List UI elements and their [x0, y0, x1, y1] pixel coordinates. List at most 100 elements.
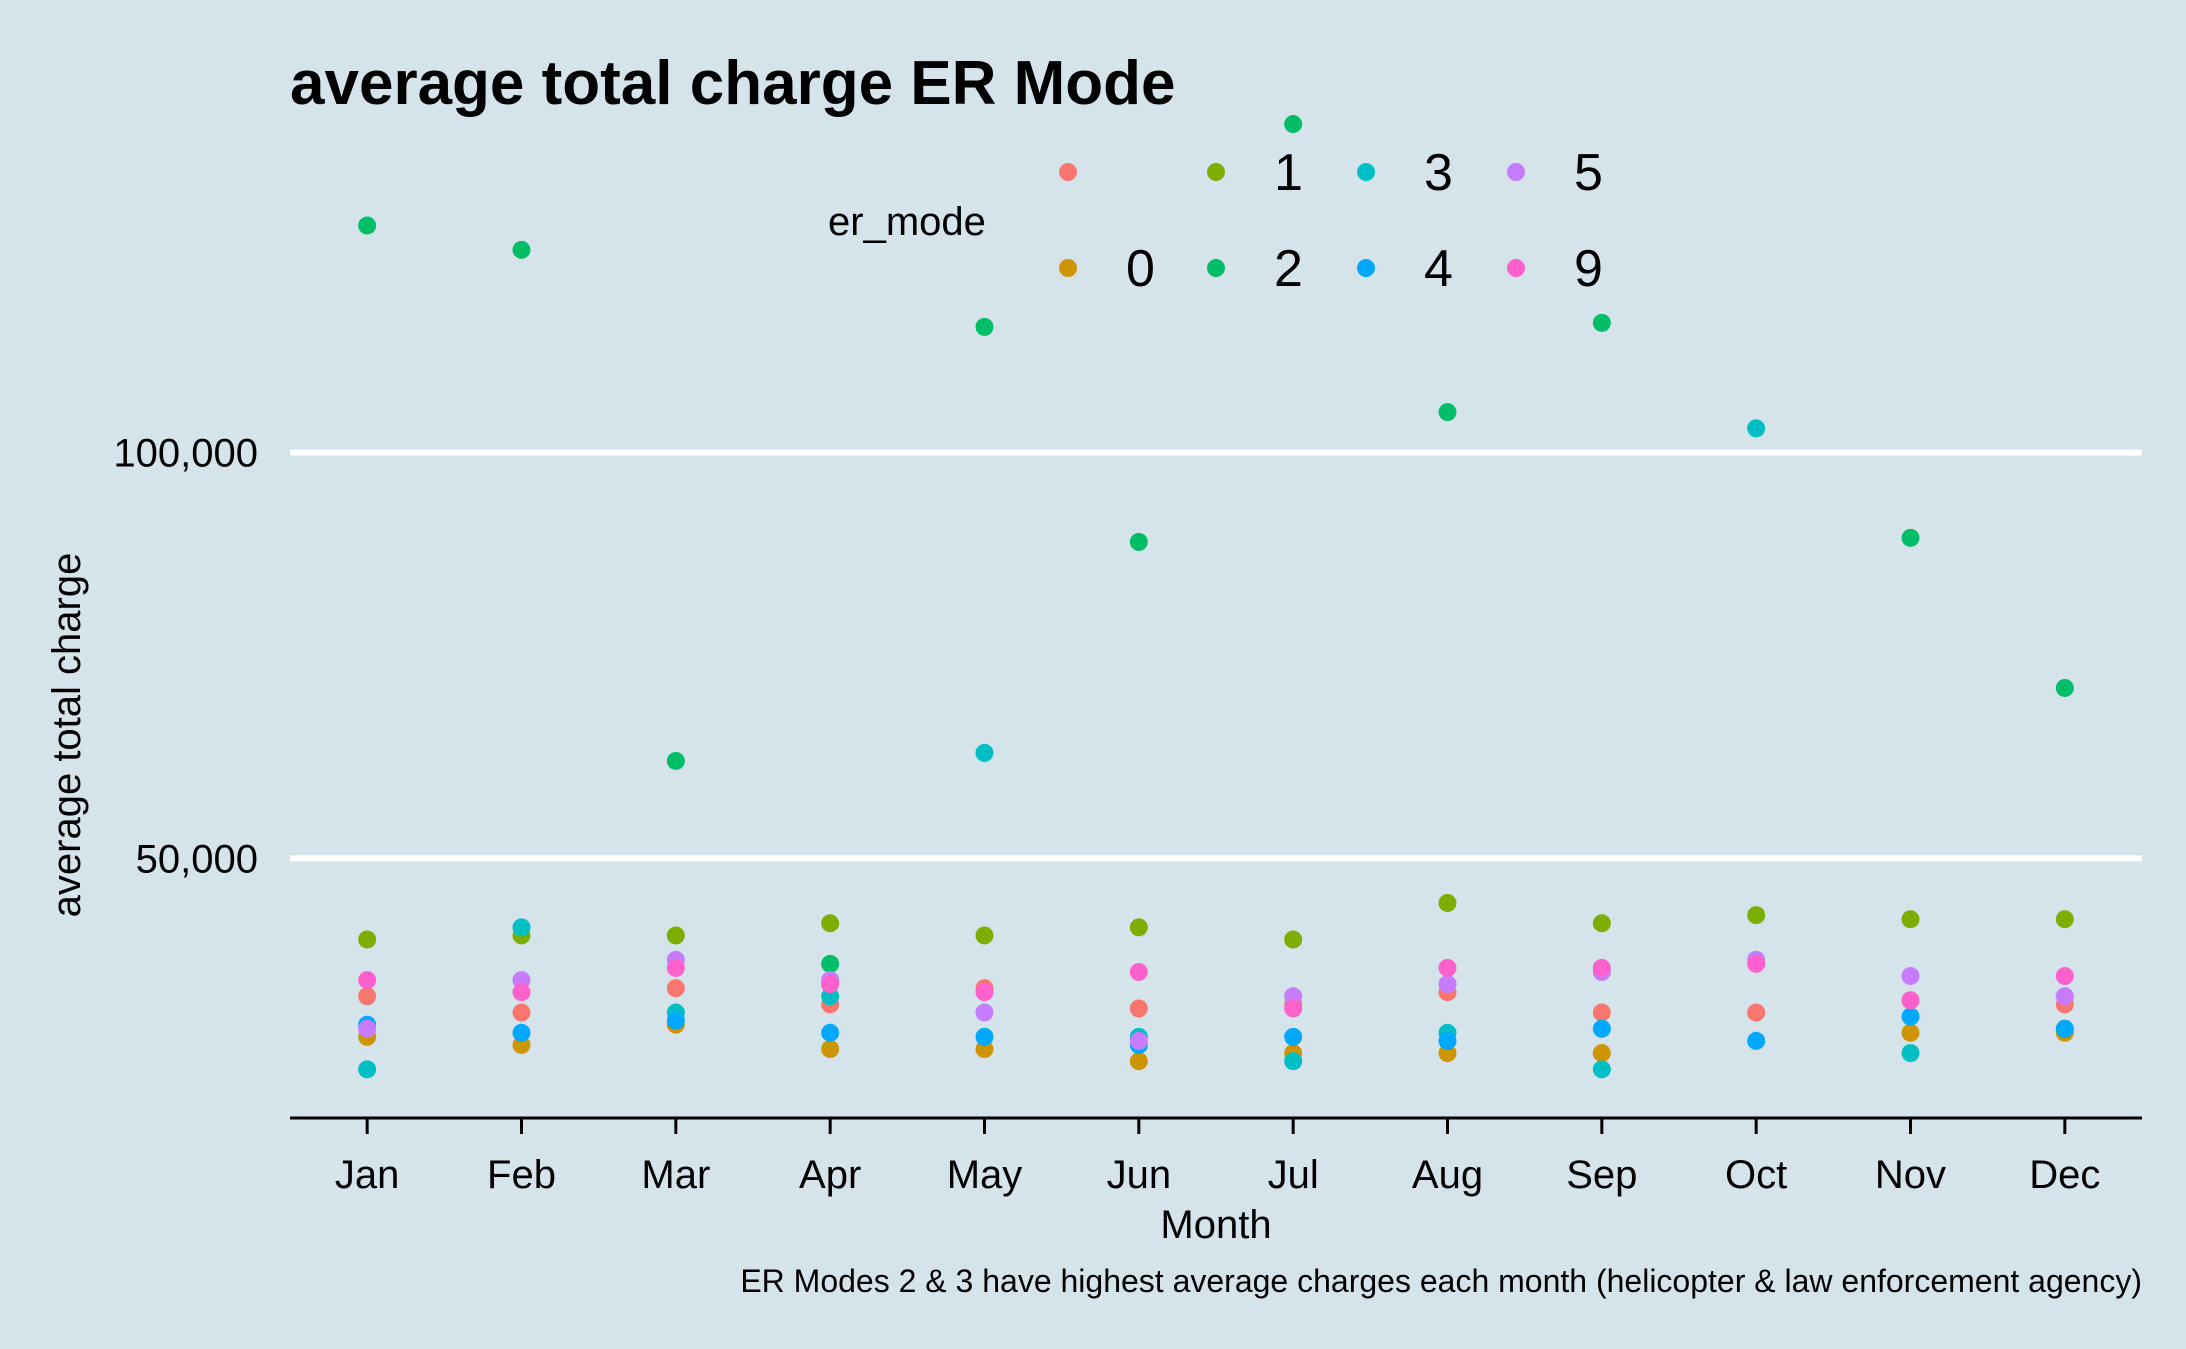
y-axis-title: average total charge	[45, 553, 89, 918]
legend-key	[1507, 163, 1525, 181]
data-points	[358, 115, 2074, 1079]
data-point	[1284, 115, 1303, 134]
data-point	[821, 914, 840, 933]
data-point	[2055, 967, 2074, 986]
x-tick-label: Sep	[1566, 1153, 1637, 1197]
legend-label: 5	[1574, 144, 1603, 202]
data-point	[1901, 528, 1920, 547]
y-axis-ticks: 50,000 100,000	[113, 432, 258, 882]
data-point	[1592, 1003, 1611, 1022]
legend-label: 1	[1274, 144, 1303, 202]
data-point	[1438, 958, 1457, 977]
data-point	[1592, 1060, 1611, 1079]
data-point	[1284, 1052, 1303, 1071]
data-point	[1438, 893, 1457, 912]
data-point	[1129, 918, 1148, 937]
x-tick-label: Apr	[799, 1153, 861, 1197]
data-point	[1901, 967, 1920, 986]
gridlines	[290, 449, 2142, 862]
data-point	[2055, 910, 2074, 929]
data-point	[821, 1023, 840, 1042]
data-point	[666, 979, 685, 998]
data-point	[1592, 1044, 1611, 1063]
data-point	[1901, 991, 1920, 1010]
data-point	[1901, 1044, 1920, 1063]
data-point	[358, 987, 377, 1006]
data-point	[975, 983, 994, 1002]
data-point	[1747, 419, 1766, 438]
data-point	[1747, 1003, 1766, 1022]
data-point	[1747, 906, 1766, 925]
data-point	[975, 1027, 994, 1046]
legend-key	[1357, 163, 1375, 181]
data-point	[358, 971, 377, 990]
legend-items: 0 1 2 3 4 5 9	[1059, 144, 1603, 298]
chart-title: average total charge ER Mode	[290, 49, 1176, 118]
legend-key	[1507, 259, 1525, 277]
x-tick-label: May	[947, 1153, 1023, 1197]
chart-caption: ER Modes 2 & 3 have highest average char…	[740, 1263, 2142, 1299]
data-point	[1284, 930, 1303, 949]
data-point	[1592, 958, 1611, 977]
x-tick-label: Aug	[1412, 1153, 1483, 1197]
x-tick-label: Mar	[641, 1153, 710, 1197]
x-tick-label: Jun	[1107, 1153, 1172, 1197]
data-point	[975, 317, 994, 336]
legend-label: 2	[1274, 240, 1303, 298]
data-point	[1438, 403, 1457, 422]
data-point	[512, 240, 531, 259]
x-tick-label: Jul	[1268, 1153, 1319, 1197]
data-point	[358, 216, 377, 235]
data-point	[1129, 962, 1148, 981]
data-point	[2055, 678, 2074, 697]
data-point	[975, 1003, 994, 1022]
data-point	[666, 926, 685, 945]
data-point	[1747, 954, 1766, 973]
data-point	[821, 954, 840, 973]
data-point	[358, 1019, 377, 1038]
data-point	[975, 743, 994, 762]
data-point	[1129, 1031, 1148, 1050]
data-point	[1901, 1007, 1920, 1026]
x-tick-label: Jan	[335, 1153, 400, 1197]
x-axis-title: Month	[1160, 1203, 1271, 1247]
x-tick-label: Dec	[2029, 1153, 2100, 1197]
legend-key	[1207, 163, 1225, 181]
legend-label: 3	[1424, 144, 1453, 202]
data-point	[1901, 1023, 1920, 1042]
data-point	[358, 1060, 377, 1079]
legend-title: er_mode	[828, 200, 986, 244]
legend-key	[1059, 259, 1077, 277]
data-point	[666, 1011, 685, 1030]
data-point	[1901, 910, 1920, 929]
data-point	[1438, 1031, 1457, 1050]
data-point	[975, 926, 994, 945]
data-point	[512, 1023, 531, 1042]
y-tick-label: 100,000	[113, 432, 258, 476]
legend: er_mode 0 1 2 3 4 5 9	[828, 144, 1603, 298]
data-point	[666, 958, 685, 977]
data-point	[1592, 914, 1611, 933]
x-tick-label: Oct	[1725, 1153, 1787, 1197]
x-axis-ticks: Jan Feb Mar Apr May Jun Jul Aug Sep Oct Nov Dec	[335, 1118, 2100, 1197]
x-tick-label: Nov	[1875, 1153, 1946, 1197]
data-point	[512, 983, 531, 1002]
data-point	[1592, 1019, 1611, 1038]
data-point	[821, 975, 840, 994]
legend-label: 4	[1424, 240, 1453, 298]
data-point	[512, 1003, 531, 1022]
data-point	[1592, 313, 1611, 332]
data-point	[1438, 975, 1457, 994]
legend-key	[1059, 163, 1077, 181]
data-point	[821, 1040, 840, 1059]
data-point	[2055, 1019, 2074, 1038]
data-point	[1129, 532, 1148, 551]
legend-key	[1207, 259, 1225, 277]
data-point	[666, 751, 685, 770]
legend-key	[1357, 259, 1375, 277]
data-point	[1284, 999, 1303, 1018]
y-tick-label: 50,000	[136, 837, 258, 881]
data-point	[2055, 987, 2074, 1006]
legend-label: 9	[1574, 240, 1603, 298]
data-point	[1129, 999, 1148, 1018]
